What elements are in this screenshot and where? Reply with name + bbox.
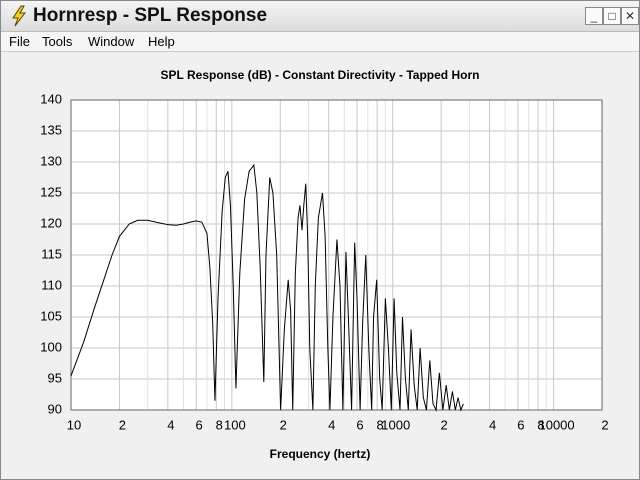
x-tick-label: 10 xyxy=(67,417,81,432)
y-tick-label: 90 xyxy=(48,401,62,416)
menu-item[interactable]: Window xyxy=(88,34,135,49)
x-tick-label: 8 xyxy=(216,417,223,432)
y-tick-label: 105 xyxy=(40,308,62,323)
window-title: Hornresp - SPL Response xyxy=(33,5,268,26)
x-tick-label: 6 xyxy=(517,417,524,432)
y-tick-label: 140 xyxy=(40,91,62,106)
x-tick-label: 8 xyxy=(377,417,384,432)
chart: SPL Response (dB) - Constant Directivity… xyxy=(40,68,608,461)
menu-bar: File Tools Window Help xyxy=(1,32,639,52)
x-tick-label: 8 xyxy=(537,417,544,432)
plot-border xyxy=(70,99,603,411)
x-tick-label: 2 xyxy=(280,417,287,432)
x-tick-label: 100 xyxy=(224,417,246,432)
x-tick-label: 2 xyxy=(601,417,608,432)
x-tick-label: 6 xyxy=(196,417,203,432)
y-tick-label: 125 xyxy=(40,184,62,199)
x-tick-label: 1000 xyxy=(381,417,410,432)
y-tick-label: 115 xyxy=(41,246,62,261)
y-tick-label: 110 xyxy=(41,277,62,292)
menu-item[interactable]: Help xyxy=(148,34,175,49)
y-tick-label: 130 xyxy=(40,153,62,168)
chart-title: SPL Response (dB) - Constant Directivity… xyxy=(161,68,480,82)
x-tick-label: 4 xyxy=(489,417,496,432)
app-icon xyxy=(12,5,27,27)
x-tick-label: 4 xyxy=(167,417,174,432)
y-tick-label: 120 xyxy=(40,215,62,230)
close-button[interactable]: ✕ xyxy=(621,7,639,25)
x-tick-label: 10000 xyxy=(538,417,574,432)
x-tick-label: 2 xyxy=(119,417,126,432)
x-tick-label: 2 xyxy=(441,417,448,432)
title-bar: Hornresp - SPL Response _ □ ✕ xyxy=(1,1,639,32)
y-tick-label: 100 xyxy=(40,339,62,354)
minimize-button[interactable]: _ xyxy=(585,7,603,25)
x-axis-label: Frequency (hertz) xyxy=(270,447,371,461)
x-tick-label: 4 xyxy=(328,417,335,432)
spl-curve xyxy=(70,163,464,412)
maximize-button[interactable]: □ xyxy=(603,7,621,25)
menu-item[interactable]: Tools xyxy=(42,34,73,49)
y-tick-label: 95 xyxy=(48,370,62,385)
y-tick-label: 135 xyxy=(40,122,62,137)
x-tick-label: 6 xyxy=(356,417,363,432)
menu-item[interactable]: File xyxy=(9,34,30,49)
